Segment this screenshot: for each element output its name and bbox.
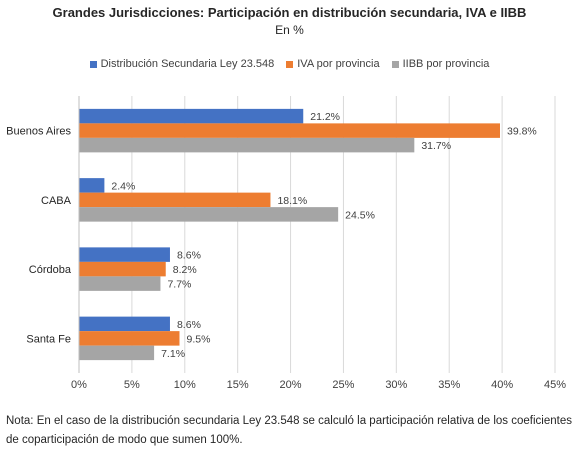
- x-tick-label: 45%: [544, 379, 566, 391]
- bar-chart: 0% 5% 10% 15% 20% 25% 30% 35% 40% 45% 21.2% 39.8% 31…: [6, 96, 566, 391]
- category-label: Buenos Aires: [6, 126, 71, 138]
- x-tick-label: 25%: [332, 379, 354, 391]
- data-label: 24.5%: [345, 209, 375, 221]
- chart-subtitle: En %: [275, 23, 304, 37]
- x-tick-label: 35%: [438, 379, 460, 391]
- legend-item-iibb: IIBB por provincia: [391, 58, 490, 70]
- x-tick-label: 30%: [385, 379, 407, 391]
- x-tick-label: 20%: [280, 379, 302, 391]
- legend-label-iibb: IIBB por provincia: [402, 58, 490, 70]
- bar: [79, 108, 304, 124]
- x-tick-label: 40%: [491, 379, 513, 391]
- legend-swatch-distribucion: [89, 60, 97, 68]
- data-label: 7.7%: [167, 279, 191, 291]
- bar: [79, 137, 415, 153]
- bar: [79, 316, 170, 332]
- legend-label-iva: IVA por provincia: [297, 58, 380, 70]
- bar: [79, 345, 155, 361]
- legend-item-distribucion: Distribución Secundaria Ley 23.548: [89, 58, 275, 70]
- data-label: 7.1%: [161, 348, 185, 360]
- data-label: 8.2%: [173, 264, 197, 276]
- x-tick-label: 0%: [71, 379, 87, 391]
- bar: [79, 178, 105, 193]
- data-label: 9.5%: [186, 333, 210, 345]
- category-label: Córdoba: [29, 264, 72, 276]
- bar: [79, 123, 500, 138]
- bar: [79, 207, 339, 222]
- bar: [79, 261, 166, 277]
- data-label: 18.1%: [277, 195, 307, 207]
- chart-title: Grandes Jurisdicciones: Participación en…: [52, 5, 527, 20]
- legend-item-iva: IVA por provincia: [286, 58, 380, 70]
- legend-label-distribucion: Distribución Secundaria Ley 23.548: [100, 58, 275, 70]
- bar: [79, 192, 271, 208]
- data-label: 39.8%: [507, 126, 537, 138]
- data-label: 8.6%: [177, 250, 201, 262]
- category-label: CABA: [41, 195, 72, 207]
- chart-legend: Distribución Secundaria Ley 23.548 IVA p…: [0, 58, 579, 70]
- chart-note: Nota: En el caso de la distribución secu…: [6, 415, 572, 446]
- bar: [79, 247, 170, 262]
- data-label: 21.2%: [310, 111, 340, 123]
- x-tick-label: 10%: [174, 379, 196, 391]
- legend-swatch-iva: [286, 60, 294, 68]
- data-label: 2.4%: [111, 180, 135, 192]
- data-label: 8.6%: [177, 319, 201, 331]
- bar: [79, 276, 161, 291]
- x-tick-label: 5%: [124, 379, 140, 391]
- legend-swatch-iibb: [391, 60, 399, 68]
- category-label: Santa Fe: [26, 333, 71, 345]
- data-label: 31.7%: [421, 140, 451, 152]
- x-tick-label: 15%: [227, 379, 249, 391]
- bar: [79, 331, 180, 346]
